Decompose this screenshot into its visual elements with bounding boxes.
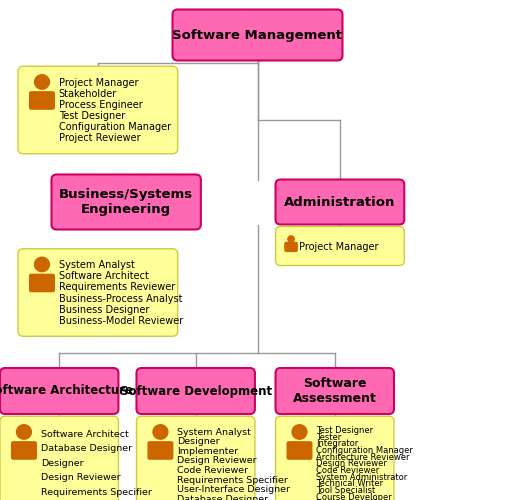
Text: Code Reviewer: Code Reviewer — [177, 466, 248, 475]
Text: Business-Process Analyst: Business-Process Analyst — [59, 294, 182, 304]
FancyBboxPatch shape — [285, 242, 297, 252]
Text: Project Manager: Project Manager — [299, 242, 379, 252]
Circle shape — [288, 236, 294, 242]
Circle shape — [153, 424, 168, 439]
Text: Implementer: Implementer — [177, 447, 238, 456]
Text: Tool Specialist: Tool Specialist — [316, 486, 375, 495]
Text: Business/Systems
Engineering: Business/Systems Engineering — [59, 188, 193, 216]
Text: Code Reviewer: Code Reviewer — [316, 466, 380, 475]
Circle shape — [35, 74, 49, 89]
Text: Configuration Manager: Configuration Manager — [316, 446, 413, 455]
Text: User-Interface Designer: User-Interface Designer — [177, 485, 290, 494]
FancyBboxPatch shape — [0, 416, 118, 500]
FancyBboxPatch shape — [287, 442, 312, 459]
Text: Technical Writer: Technical Writer — [316, 480, 383, 488]
Text: Tester: Tester — [316, 432, 341, 442]
FancyBboxPatch shape — [276, 368, 394, 414]
Text: Configuration Manager: Configuration Manager — [59, 122, 171, 132]
Text: Software Architecture: Software Architecture — [0, 384, 133, 398]
FancyBboxPatch shape — [18, 66, 178, 154]
FancyBboxPatch shape — [18, 249, 178, 336]
Text: Architecture Reviewer: Architecture Reviewer — [316, 452, 410, 462]
FancyBboxPatch shape — [12, 442, 36, 459]
Text: Software Management: Software Management — [173, 28, 342, 42]
Circle shape — [16, 424, 31, 439]
FancyBboxPatch shape — [0, 368, 118, 414]
Text: Requirements Specifier: Requirements Specifier — [41, 488, 151, 496]
Text: Database Designer: Database Designer — [177, 495, 268, 500]
FancyBboxPatch shape — [276, 226, 404, 266]
FancyBboxPatch shape — [30, 274, 54, 291]
Text: Software Architect: Software Architect — [59, 272, 149, 281]
Text: Business Designer: Business Designer — [59, 304, 149, 314]
FancyBboxPatch shape — [276, 180, 404, 224]
FancyBboxPatch shape — [148, 442, 173, 459]
Text: Software
Assessment: Software Assessment — [293, 377, 376, 405]
FancyBboxPatch shape — [30, 92, 54, 109]
Text: Administration: Administration — [284, 196, 396, 208]
Text: Test Designer: Test Designer — [59, 111, 125, 121]
Text: System Analyst: System Analyst — [59, 260, 134, 270]
Text: Course Developer: Course Developer — [316, 492, 392, 500]
Text: Project Manager: Project Manager — [59, 78, 138, 88]
Circle shape — [35, 257, 49, 272]
Text: Database Designer: Database Designer — [41, 444, 132, 454]
FancyBboxPatch shape — [276, 416, 394, 500]
Text: Software Development: Software Development — [119, 384, 272, 398]
Text: Process Engineer: Process Engineer — [59, 100, 143, 110]
FancyBboxPatch shape — [52, 174, 201, 230]
Text: Stakeholder: Stakeholder — [59, 89, 117, 99]
Text: Design Reviewer: Design Reviewer — [41, 473, 121, 482]
Text: Integrator: Integrator — [316, 440, 358, 448]
Text: System Analyst: System Analyst — [177, 428, 251, 436]
Text: Design Reviewer: Design Reviewer — [316, 460, 387, 468]
Text: Project Reviewer: Project Reviewer — [59, 133, 140, 143]
FancyBboxPatch shape — [173, 10, 342, 60]
Text: Design Reviewer: Design Reviewer — [177, 456, 257, 466]
Text: Requirements Specifier: Requirements Specifier — [177, 476, 288, 484]
Text: Designer: Designer — [41, 459, 83, 468]
Text: Business-Model Reviewer: Business-Model Reviewer — [59, 316, 183, 326]
FancyBboxPatch shape — [136, 368, 255, 414]
Text: System Administrator: System Administrator — [316, 472, 407, 482]
Circle shape — [292, 424, 307, 439]
Text: Requirements Reviewer: Requirements Reviewer — [59, 282, 175, 292]
Text: Software Architect: Software Architect — [41, 430, 128, 439]
Text: Designer: Designer — [177, 437, 220, 446]
Text: Test Designer: Test Designer — [316, 426, 373, 435]
FancyBboxPatch shape — [136, 416, 255, 500]
